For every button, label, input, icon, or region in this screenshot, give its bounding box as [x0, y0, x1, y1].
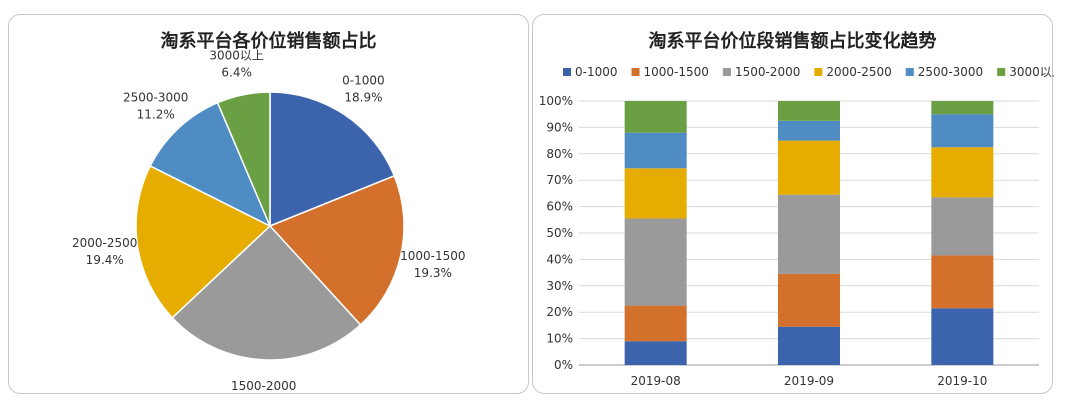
- bar-segment-3000以上-2019-09: [778, 101, 840, 121]
- bar-segment-2000-2500-2019-08: [624, 168, 687, 219]
- y-tick-label: 80%: [546, 147, 573, 161]
- legend-swatch: [997, 68, 1006, 76]
- x-tick-label: 2019-09: [784, 374, 834, 388]
- y-tick-label: 70%: [546, 173, 573, 187]
- pie-chart: 0-100018.9%1000-150019.3%1500-200024.8%2…: [72, 48, 466, 393]
- bar-segment-1500-2000-2019-09: [778, 194, 840, 274]
- pie-label-category: 2500-3000: [123, 90, 188, 104]
- legend-entry: 0-1000: [575, 65, 618, 79]
- y-tick-label: 10%: [546, 332, 573, 346]
- pie-slice-0-1000: [269, 91, 396, 228]
- bar-segment-0-1000-2019-10: [931, 308, 994, 365]
- legend-swatch: [722, 68, 731, 76]
- y-tick-label: 50%: [546, 226, 573, 240]
- pie-label-value: 6.4%: [221, 65, 252, 79]
- legend-swatch: [631, 68, 640, 76]
- pie-slice-2000-2500: [135, 164, 272, 319]
- bar-segment-2500-3000-2019-08: [624, 132, 687, 169]
- legend-entry: 3000以上: [1009, 65, 1054, 79]
- bar-segment-2500-3000-2019-09: [778, 120, 840, 141]
- pie-chart-panel: 淘系平台各价位销售额占比 0-1000 18.9% 1000-1500 19.3% 15…: [8, 14, 529, 394]
- bar-segment-0-1000-2019-08: [624, 341, 687, 365]
- y-tick-label: 90%: [546, 120, 573, 134]
- bar-segment-1000-1500-2019-10: [931, 255, 994, 309]
- stacked-bar-chart-panel: 淘系平台价位段销售额占比变化趋势 0% 10% 20% 30% 40% 50% 60% 70%…: [532, 14, 1054, 394]
- pie-label-category: 2000-2500: [72, 236, 137, 250]
- pie-label-category: 1000-1500: [400, 249, 465, 263]
- bar-segment-1500-2000-2019-08: [624, 218, 687, 306]
- y-tick-label: 20%: [546, 305, 573, 319]
- stacked-bar-chart: 0% 10% 20% 30% 40% 50% 60% 70% 80% 90% 100% 2019-08…: [539, 65, 1054, 388]
- legend-swatch: [814, 68, 823, 76]
- y-tick-label: 100%: [539, 94, 573, 108]
- x-tick-label: 2019-08: [631, 374, 681, 388]
- y-tick-label: 40%: [546, 252, 573, 266]
- y-tick-label: 0%: [554, 358, 573, 372]
- pie-label-value: 11.2%: [137, 107, 175, 121]
- pie-slice-3000以上: [216, 91, 271, 227]
- pie-chart-title: 淘系平台各价位销售额占比: [160, 31, 377, 52]
- pie-label-value: 19.4%: [86, 253, 124, 267]
- pie-slice-1500-2000: [171, 224, 362, 361]
- legend-entry: 2500-3000: [918, 65, 983, 79]
- y-tick-label: 60%: [546, 200, 573, 214]
- bar-segment-1000-1500-2019-09: [778, 273, 840, 327]
- y-tick-label: 30%: [546, 279, 573, 293]
- bar-segment-3000以上-2019-08: [624, 101, 687, 133]
- bar-segment-1500-2000-2019-10: [931, 197, 994, 256]
- x-tick-label: 2019-10: [937, 374, 987, 388]
- bar-segment-3000以上-2019-10: [931, 101, 994, 115]
- pie-label-category: 3000以上: [209, 48, 264, 62]
- pie-label-value: 19.3%: [414, 266, 452, 280]
- legend-swatch: [905, 68, 914, 76]
- pie-slice-2500-3000: [149, 101, 272, 228]
- bar-segment-2500-3000-2019-10: [931, 114, 994, 148]
- legend-swatch: [563, 68, 571, 76]
- legend-entry: 2000-2500: [826, 65, 891, 79]
- pie-slice-1000-1500: [268, 174, 405, 326]
- legend-entry: 1000-1500: [644, 65, 709, 79]
- pie-label-category: 0-1000: [342, 74, 385, 88]
- bar-segment-1000-1500-2019-08: [624, 305, 687, 342]
- bar-segment-0-1000-2019-09: [778, 326, 840, 365]
- legend-entry: 1500-2000: [735, 65, 800, 79]
- bar-chart-title: 淘系平台价位段销售额占比变化趋势: [648, 31, 937, 52]
- pie-label-value: 18.9%: [344, 91, 382, 105]
- pie-label-category: 1500-2000: [231, 379, 296, 393]
- bar-segment-2000-2500-2019-10: [931, 147, 994, 198]
- bar-segment-2000-2500-2019-09: [778, 140, 840, 195]
